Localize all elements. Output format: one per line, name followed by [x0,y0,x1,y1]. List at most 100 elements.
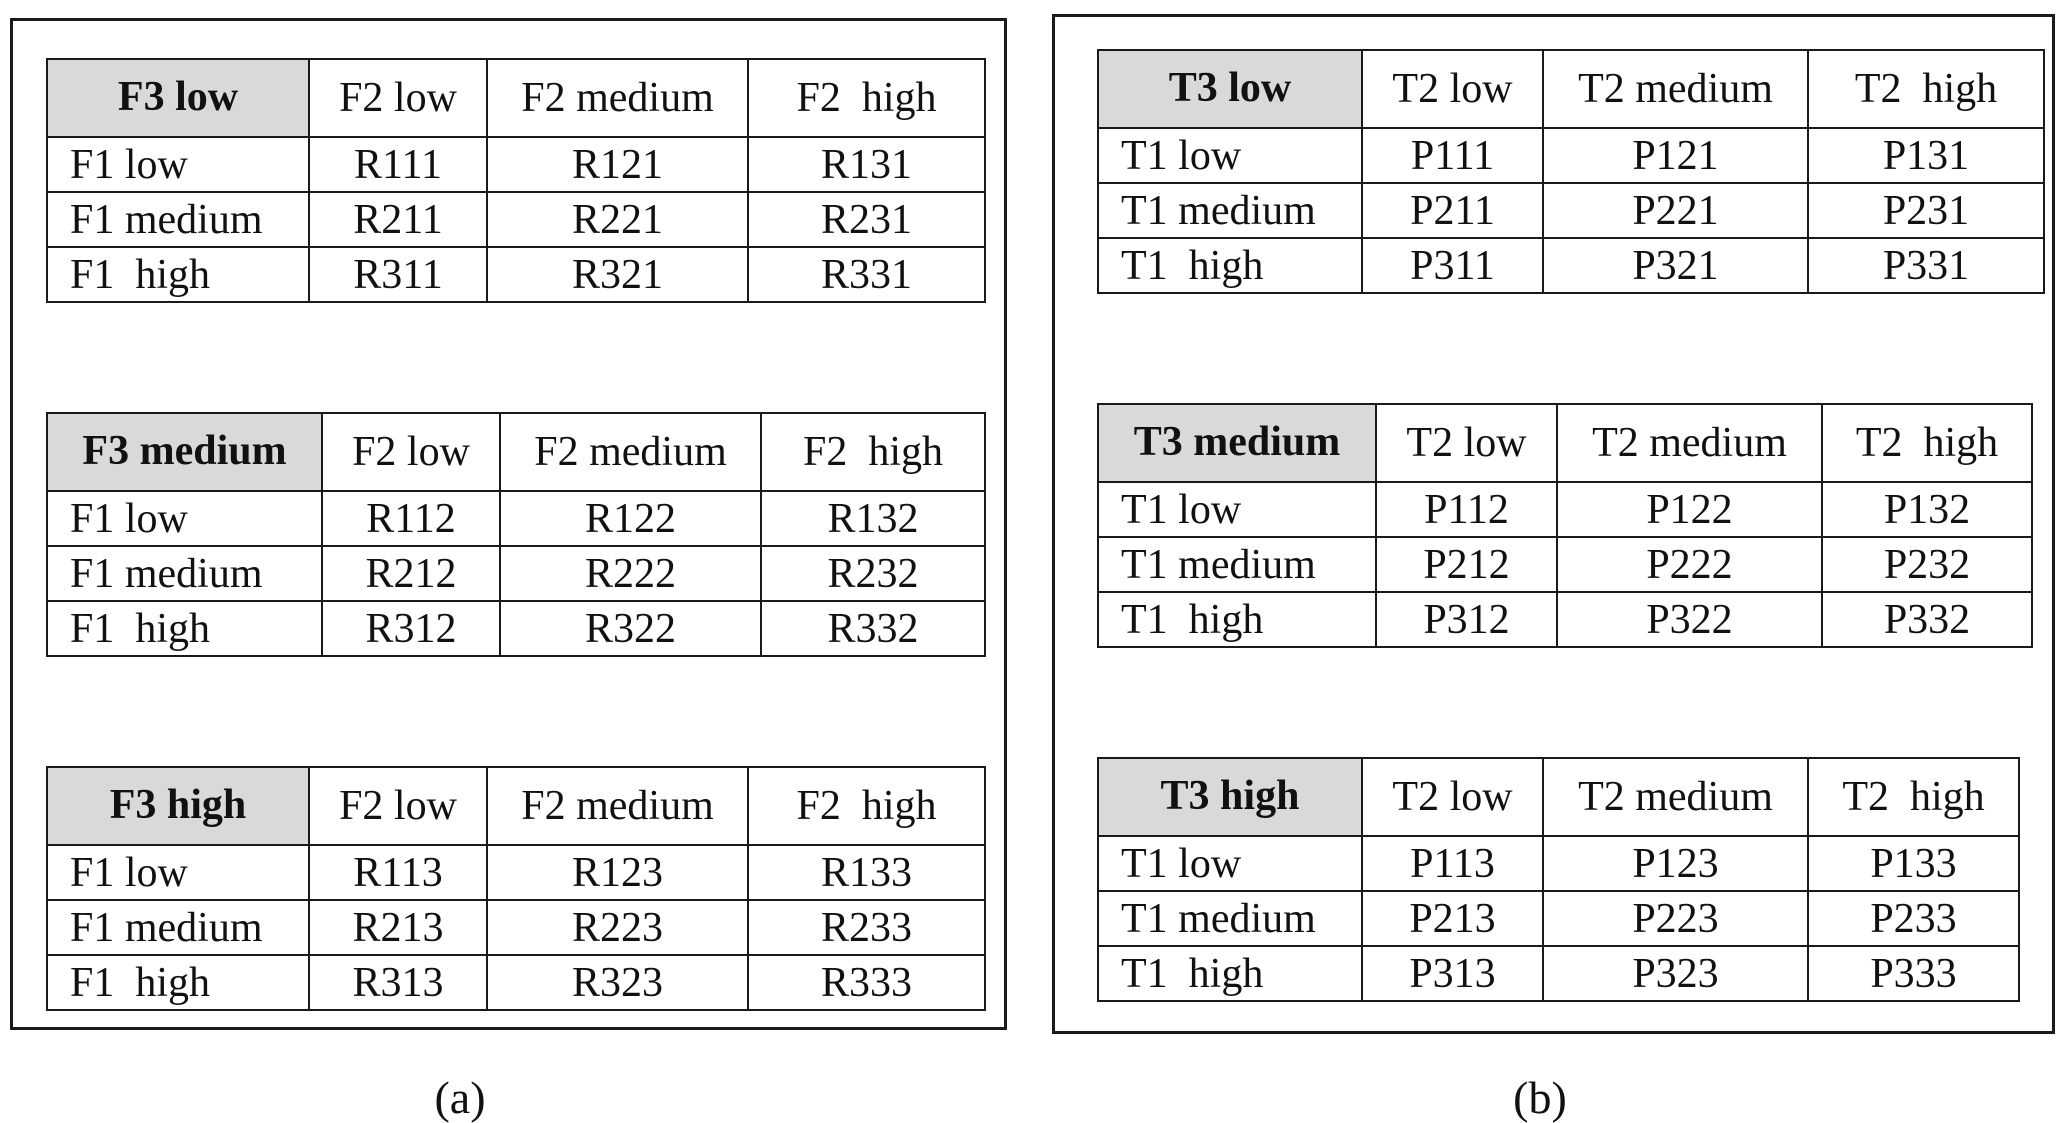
table-row: T1 high P312 P322 P332 [1097,591,2033,648]
corner-cell: F3 high [46,766,310,846]
table-row: T1 low P111 P121 P131 [1097,127,2045,184]
table-row: T1 medium P212 P222 P232 [1097,536,2033,593]
column-header: F2 medium [486,58,749,138]
table-t3-medium: T3 medium T2 low T2 medium T2 high T1 lo… [1097,403,2033,648]
table-cell: P333 [1807,945,2020,1002]
row-label: F1 low [46,490,323,547]
caption-a: (a) [434,1072,486,1123]
table-row: F1 medium R213 R223 R233 [46,899,986,956]
table-cell: P133 [1807,835,2020,892]
table-row: F1 high R312 R322 R332 [46,600,986,657]
table-cell: R311 [308,246,488,303]
column-header: T2 low [1375,403,1558,483]
column-header: F2 high [760,412,986,492]
table-cell: P122 [1556,481,1823,538]
table-cell: R323 [486,954,749,1011]
table-cell: R322 [499,600,762,657]
row-label: F1 low [46,844,310,901]
table-cell: R131 [747,136,986,193]
table-row: T1 low P112 P122 P132 [1097,481,2033,538]
table-row: T1 high P313 P323 P333 [1097,945,2020,1002]
table-cell: R111 [308,136,488,193]
table-cell: P211 [1361,182,1544,239]
column-header: T2 medium [1542,757,1809,837]
table-row: T1 low P113 P123 P133 [1097,835,2020,892]
row-label: T1 medium [1097,536,1377,593]
table-cell: R312 [321,600,501,657]
table-cell: P212 [1375,536,1558,593]
row-label: T1 medium [1097,182,1363,239]
table-cell: P132 [1821,481,2033,538]
table-cell: P121 [1542,127,1809,184]
corner-cell: F3 medium [46,412,323,492]
table-row: T1 high P311 P321 P331 [1097,237,2045,294]
table-cell: R133 [747,844,986,901]
table-cell: P312 [1375,591,1558,648]
table-cell: P323 [1542,945,1809,1002]
corner-cell: T3 high [1097,757,1363,837]
table-row: F1 high R311 R321 R331 [46,246,986,303]
table-cell: P112 [1375,481,1558,538]
table-cell: R321 [486,246,749,303]
column-header: T2 high [1821,403,2033,483]
table-row: F1 low R112 R122 R132 [46,490,986,547]
table-cell: R211 [308,191,488,248]
table-row: F1 low R111 R121 R131 [46,136,986,193]
table-t3-low: T3 low T2 low T2 medium T2 high T1 low P… [1097,49,2045,294]
row-label: T1 low [1097,127,1363,184]
column-header: F2 high [747,766,986,846]
table-cell: R123 [486,844,749,901]
table-cell: P332 [1821,591,2033,648]
column-header: F2 high [747,58,986,138]
table-row: F1 medium R211 R221 R231 [46,191,986,248]
column-header: T2 medium [1542,49,1809,129]
table-f3-high: F3 high F2 low F2 medium F2 high F1 low … [46,766,986,1011]
table-cell: P231 [1807,182,2045,239]
row-label: F1 high [46,246,310,303]
table-header-row: F3 medium F2 low F2 medium F2 high [46,412,986,492]
column-header: F2 low [308,766,488,846]
row-label: T1 medium [1097,890,1363,947]
table-cell: R121 [486,136,749,193]
table-cell: P313 [1361,945,1544,1002]
table-cell: R132 [760,490,986,547]
table-row: F1 low R113 R123 R133 [46,844,986,901]
column-header: F2 medium [499,412,762,492]
table-cell: R222 [499,545,762,602]
table-cell: P331 [1807,237,2045,294]
table-cell: P223 [1542,890,1809,947]
row-label: F1 high [46,954,310,1011]
table-f3-medium: F3 medium F2 low F2 medium F2 high F1 lo… [46,412,986,657]
row-label: F1 medium [46,545,323,602]
table-cell: R233 [747,899,986,956]
table-cell: P321 [1542,237,1809,294]
column-header: F2 low [308,58,488,138]
table-cell: P311 [1361,237,1544,294]
table-cell: P213 [1361,890,1544,947]
table-cell: R313 [308,954,488,1011]
row-label: F1 low [46,136,310,193]
table-header-row: T3 high T2 low T2 medium T2 high [1097,757,2020,837]
table-cell: P221 [1542,182,1809,239]
table-row: F1 medium R212 R222 R232 [46,545,986,602]
corner-cell: F3 low [46,58,310,138]
table-cell: P232 [1821,536,2033,593]
table-header-row: T3 medium T2 low T2 medium T2 high [1097,403,2033,483]
table-row: F1 high R313 R323 R333 [46,954,986,1011]
table-cell: R212 [321,545,501,602]
column-header: T2 high [1807,757,2020,837]
table-cell: R113 [308,844,488,901]
table-cell: P131 [1807,127,2045,184]
table-cell: P113 [1361,835,1544,892]
table-header-row: F3 high F2 low F2 medium F2 high [46,766,986,846]
table-t3-high: T3 high T2 low T2 medium T2 high T1 low … [1097,757,2020,1002]
table-cell: R231 [747,191,986,248]
column-header: F2 low [321,412,501,492]
table-cell: P322 [1556,591,1823,648]
column-header: T2 medium [1556,403,1823,483]
corner-cell: T3 medium [1097,403,1377,483]
table-cell: P111 [1361,127,1544,184]
table-header-row: F3 low F2 low F2 medium F2 high [46,58,986,138]
row-label: T1 high [1097,591,1377,648]
caption-b: (b) [1513,1072,1567,1123]
